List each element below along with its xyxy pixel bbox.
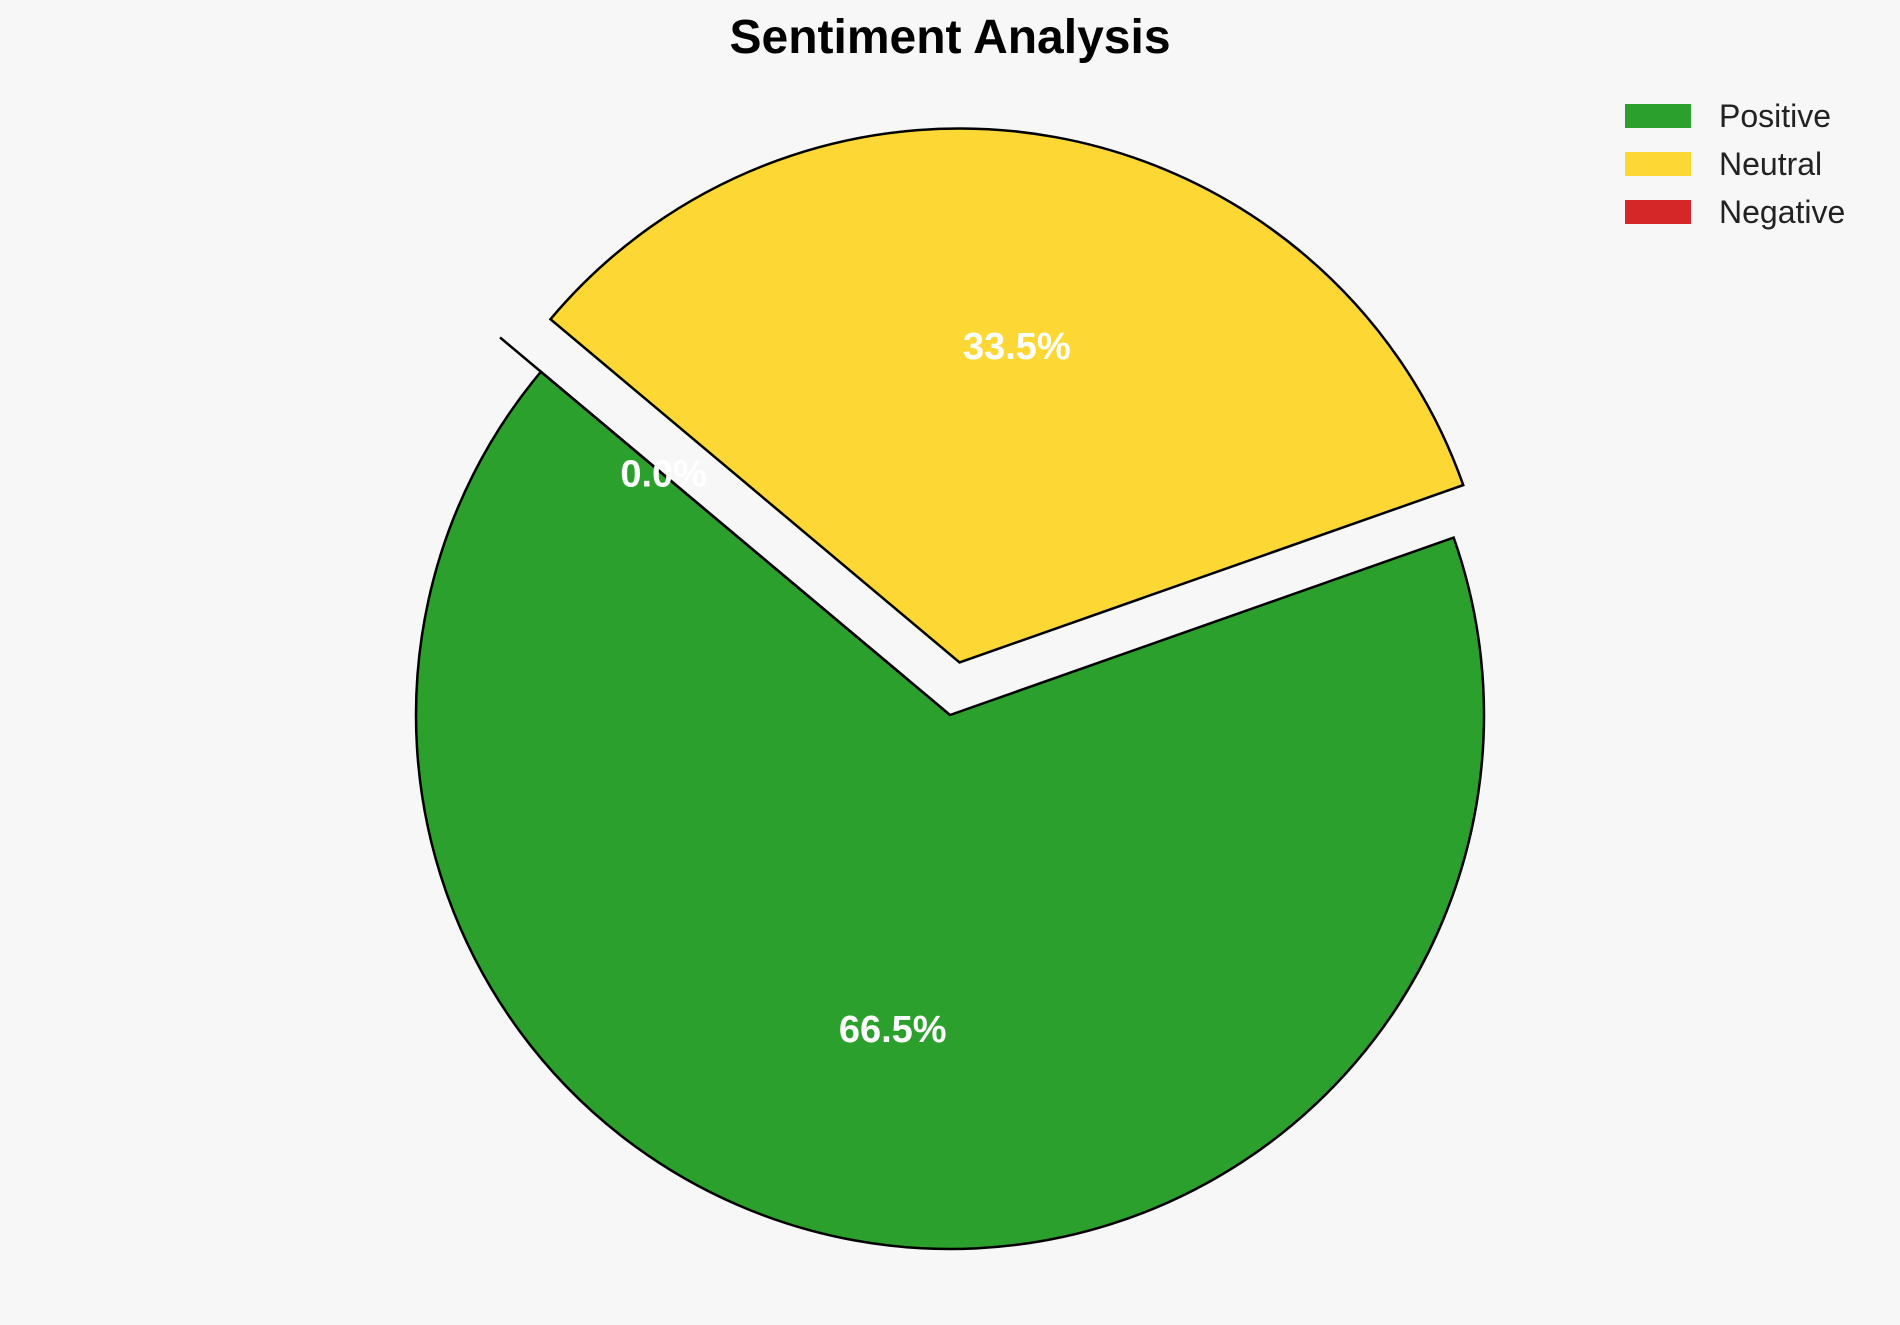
chart-title: Sentiment Analysis bbox=[729, 11, 1171, 64]
pie-label-negative: 0.0% bbox=[620, 454, 707, 496]
pie-label-positive: 66.5% bbox=[839, 1009, 947, 1051]
legend-label-positive: Positive bbox=[1719, 97, 1832, 134]
legend-item-neutral: Neutral bbox=[1625, 140, 1885, 188]
legend-label-neutral: Neutral bbox=[1719, 145, 1823, 182]
pie-slice-positive bbox=[414, 369, 1486, 1251]
legend-item-positive: Positive bbox=[1625, 92, 1885, 140]
legend-item-negative: Negative bbox=[1625, 188, 1885, 236]
legend: Positive Neutral Negative bbox=[1625, 92, 1885, 236]
legend-swatch-positive bbox=[1625, 104, 1691, 128]
legend-label-negative: Negative bbox=[1719, 193, 1846, 230]
pie-slice-neutral bbox=[548, 127, 1465, 664]
pie-label-neutral: 33.5% bbox=[963, 326, 1071, 368]
legend-swatch-negative bbox=[1625, 200, 1691, 224]
legend-swatch-neutral bbox=[1625, 152, 1691, 176]
